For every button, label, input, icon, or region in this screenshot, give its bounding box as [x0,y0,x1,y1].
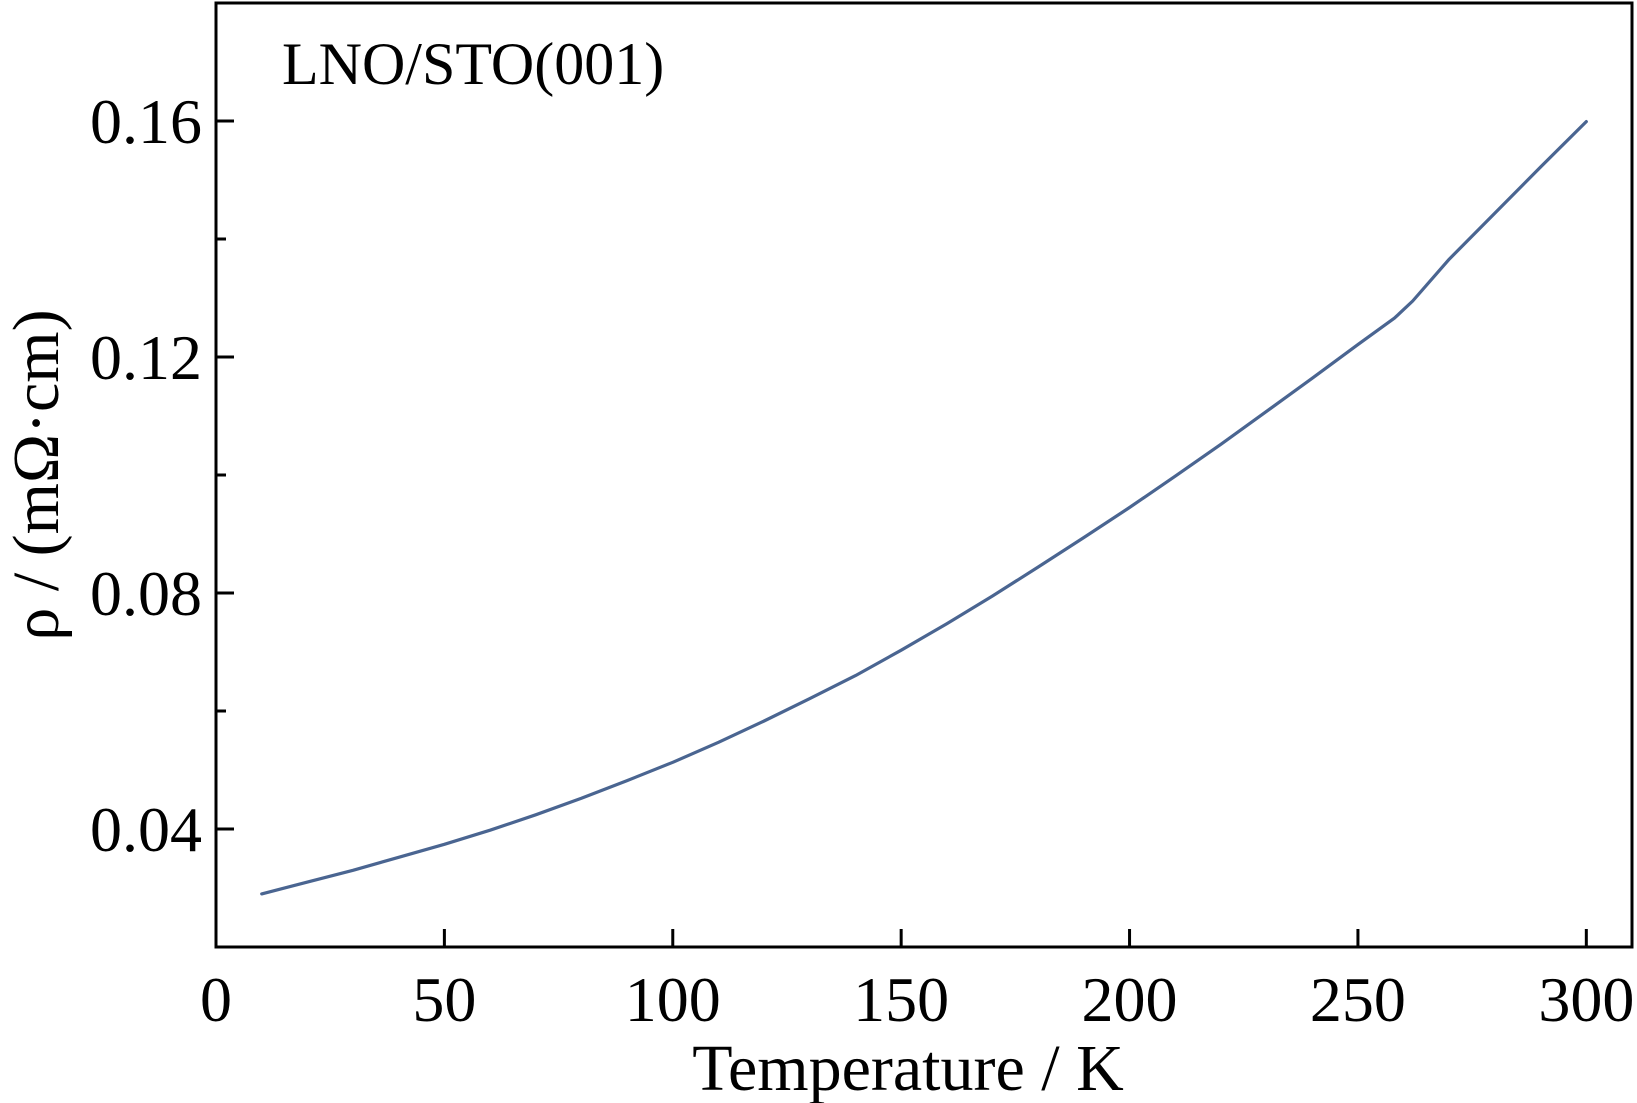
y-tick-label-0.12: 0.12 [90,322,202,393]
series-line-0 [260,120,1588,896]
x-tick-label-0: 0 [200,964,232,1035]
sample-annotation: LNO/STO(001) [282,31,664,97]
x-tick-label-250: 250 [1310,964,1406,1035]
y-axis-title: ρ / (mΩ·cm) [0,309,73,640]
x-axis-title: Temperature / K [692,1032,1124,1103]
x-tick-label-200: 200 [1082,964,1178,1035]
y-tick-label-0.16: 0.16 [90,86,202,157]
x-tick-label-150: 150 [853,964,949,1035]
plot-frame [214,1,1634,949]
x-tick-label-100: 100 [625,964,721,1035]
x-tick-label-50: 50 [412,964,476,1035]
y-tick-label-0.04: 0.04 [90,794,202,865]
x-tick-label-300: 300 [1538,964,1634,1035]
plot-layer: 0 50 100 150 200 250 300 0.04 0.08 0.12 0.16 [90,1,1634,1035]
y-tick-label-0.08: 0.08 [90,558,202,629]
